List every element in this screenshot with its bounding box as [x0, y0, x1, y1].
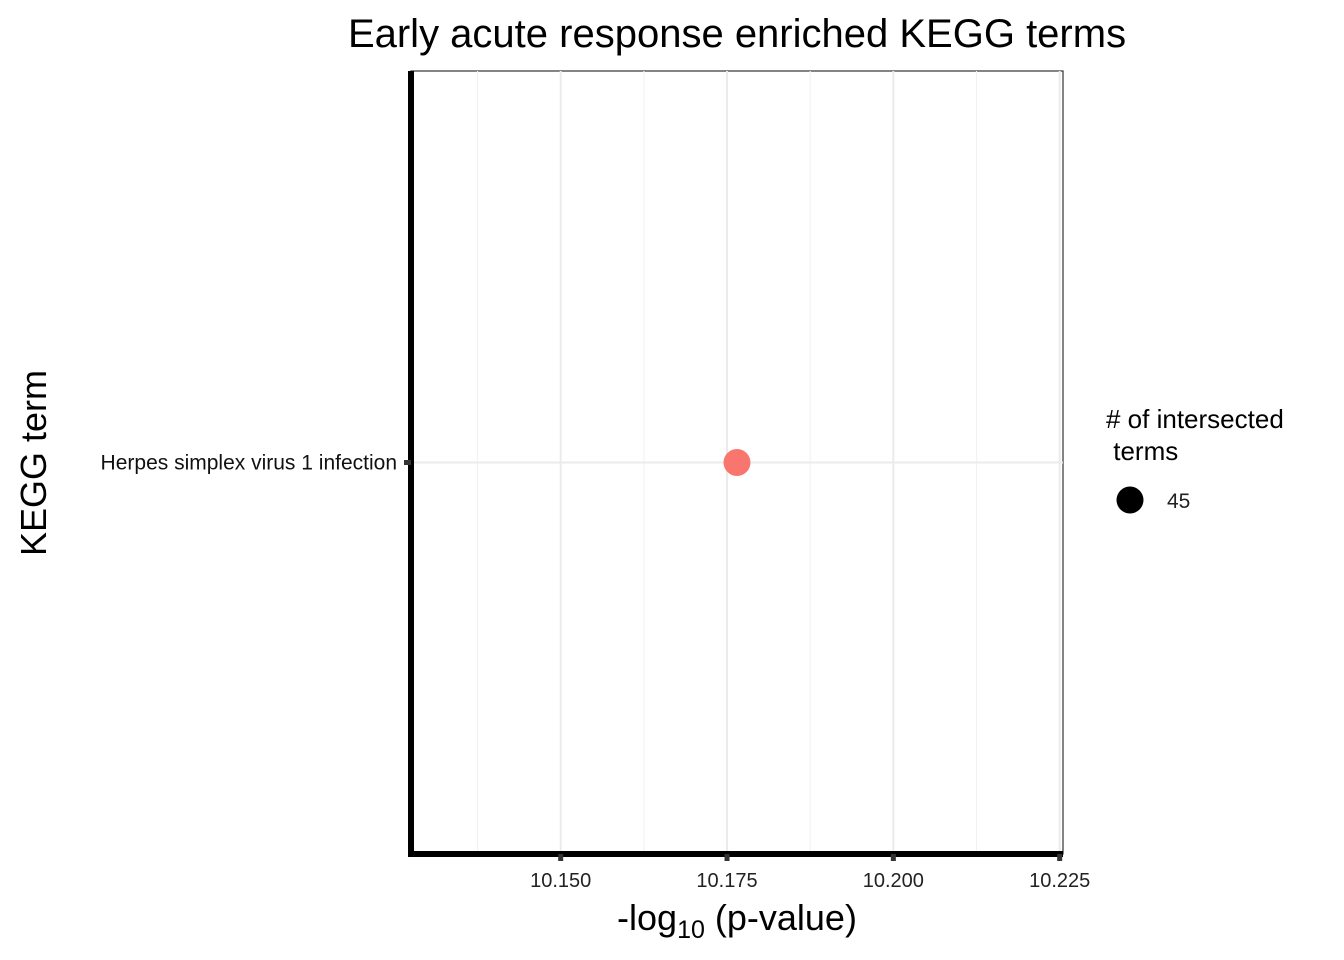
legend-items: 45 — [1116, 486, 1190, 514]
x-axis-ticks: 10.150 10.175 10.200 10.225 — [530, 854, 1090, 892]
legend: # of intersected terms 45 — [1106, 404, 1284, 514]
x-tick-label: 10.150 — [530, 870, 591, 892]
x-tick-label: 10.175 — [696, 870, 757, 892]
y-category-label: Herpes simplex virus 1 infection — [101, 452, 397, 475]
x-tick-label: 10.200 — [863, 870, 924, 892]
legend-title-line2: terms — [1106, 436, 1178, 466]
x-axis-title-subscript: 10 — [677, 916, 705, 944]
x-tick-label: 10.225 — [1029, 870, 1090, 892]
y-axis-title: KEGG term — [13, 370, 54, 556]
legend-item-label: 45 — [1167, 490, 1190, 513]
legend-title-line1: # of intersected — [1106, 404, 1284, 434]
legend-key-circle — [1116, 486, 1144, 514]
data-point — [723, 449, 751, 476]
data-points — [723, 449, 751, 476]
chart-title: Early acute response enriched KEGG terms — [348, 12, 1126, 56]
x-axis-title-rest: (p-value) — [705, 897, 857, 938]
x-axis-title-base: -log — [617, 897, 677, 938]
y-axis-ticks: Herpes simplex virus 1 infection — [101, 452, 411, 475]
x-axis-title: -log10 (p-value) — [617, 897, 857, 944]
